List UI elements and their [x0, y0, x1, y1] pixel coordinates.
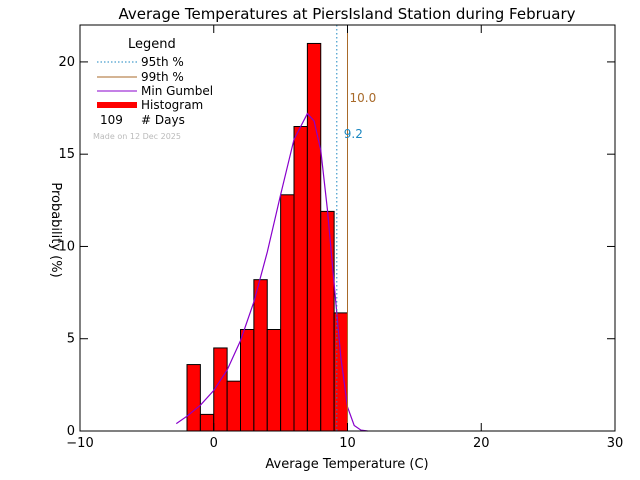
histogram-bar — [280, 194, 295, 432]
histogram-bar — [240, 329, 255, 432]
legend-days-count: 109 — [100, 113, 123, 127]
legend: Legend 95th % 99th % Min Gumbel Histogra… — [93, 37, 213, 141]
x-tick-label: 10 — [339, 436, 356, 451]
percentile-lines — [336, 25, 348, 431]
histogram-bar — [333, 312, 348, 432]
y-tick-label: 15 — [58, 147, 75, 162]
histogram-bar — [293, 126, 308, 432]
p99-value-label: 10.0 — [350, 91, 377, 105]
legend-title: Legend — [128, 37, 176, 52]
p95-value-label: 9.2 — [344, 127, 363, 141]
x-tick-label: −10 — [66, 436, 93, 451]
gumbel-curve-layer — [175, 112, 368, 432]
creation-date-credit: Made on 12 Dec 2025 — [93, 132, 181, 141]
chart-title: Average Temperatures at PiersIsland Stat… — [118, 5, 575, 23]
y-tick-label: 0 — [67, 424, 75, 439]
histogram-bar — [306, 42, 322, 432]
histogram-bar — [266, 329, 282, 432]
histogram-bar — [186, 364, 201, 432]
legend-gumbel-label: Min Gumbel — [141, 84, 213, 98]
histogram-bar — [213, 347, 228, 432]
y-tick-label: 5 — [67, 332, 75, 347]
x-tick-label: 30 — [607, 436, 624, 451]
histogram-bar — [253, 279, 268, 432]
histogram-bar — [320, 210, 335, 432]
histogram-bar — [199, 413, 215, 432]
y-tick-label: 10 — [58, 239, 75, 254]
histogram-bar — [226, 380, 241, 432]
x-tick-label: 20 — [473, 436, 490, 451]
y-axis-ticks: 0 5 10 15 20 — [58, 55, 615, 439]
x-axis-ticks: −10 0 10 20 30 — [66, 25, 623, 451]
legend-p95-label: 95th % — [141, 55, 184, 69]
x-tick-label: 0 — [210, 436, 218, 451]
x-axis-label: Average Temperature (C) — [265, 457, 428, 472]
legend-histogram-label: Histogram — [141, 98, 203, 112]
legend-days-label: # Days — [141, 113, 185, 127]
histogram-bars — [186, 42, 348, 432]
legend-p99-label: 99th % — [141, 70, 184, 84]
y-axis-label: Probability (%) — [48, 182, 63, 277]
y-tick-label: 20 — [58, 55, 75, 70]
gumbel-curve — [175, 112, 368, 432]
